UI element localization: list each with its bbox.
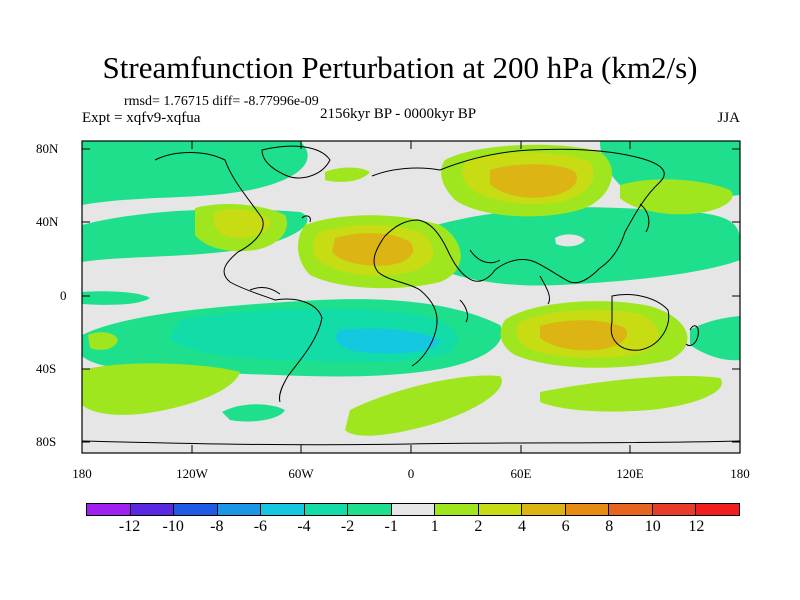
colorbar-swatch: [87, 504, 131, 515]
colorbar-label: -1: [384, 518, 398, 535]
colorbar-label: -4: [297, 518, 311, 535]
colorbar-swatch: [304, 504, 349, 515]
coastlines: [82, 145, 740, 446]
colorbar-swatch: [435, 504, 479, 515]
colorbar-swatch: [522, 504, 566, 515]
colorbar-swatch: [174, 504, 218, 515]
lon-label-120e: 120E: [616, 466, 644, 481]
lon-label-0: 0: [407, 466, 415, 481]
colorbar-label: 1: [430, 518, 439, 535]
lon-label-180e: 180: [730, 466, 750, 481]
colorbar-label: -12: [118, 518, 141, 535]
contour-neg-south-inner: [336, 328, 440, 354]
colorbar-label: 10: [644, 518, 661, 535]
contour-pos-pacific-north: [620, 179, 733, 215]
colorbar-label: 4: [518, 518, 526, 535]
contour-pos-eurasia-core: [490, 164, 577, 198]
colorbar-swatch: [217, 504, 262, 515]
map-title: Streamfunction Perturbation at 200 hPa (…: [102, 50, 698, 85]
colorbar-swatch: [391, 504, 436, 515]
colorbar-label: 2: [474, 518, 483, 535]
lon-label-60w: 60W: [288, 466, 314, 481]
contour-neg-arctic: [82, 141, 308, 205]
colorbar-swatch: [652, 504, 697, 515]
contour-neg-east: [690, 316, 740, 361]
lon-label-120w: 120W: [176, 466, 208, 481]
contour-pos-south-pacific: [88, 332, 118, 350]
colorbar: [86, 503, 740, 516]
lat-label-eq: 0: [60, 288, 67, 303]
contour-pos-namerica-core: [213, 209, 271, 238]
contour-pos-atlantic-core: [332, 233, 414, 266]
contour-field: [82, 141, 740, 453]
contour-pos-south-indian: [540, 375, 722, 412]
lon-label-60e: 60E: [510, 466, 532, 481]
colorbar-label: 6: [561, 518, 570, 535]
colorbar-swatch: [609, 504, 653, 515]
contour-pos-south-atlantic: [345, 375, 502, 436]
contour-pos-greenland: [325, 167, 370, 182]
stats-text: rmsd= 1.76715 diff= -8.77996e-09: [124, 94, 319, 109]
colorbar-swatch: [130, 504, 175, 515]
axis-ticks: [81, 141, 741, 453]
experiment-label: Expt = xqfv9-xqfua: [82, 110, 201, 126]
colorbar-label: 8: [605, 518, 614, 535]
colorbar-swatch: [696, 504, 739, 515]
colorbar-label: -8: [210, 518, 224, 535]
colorbar-label: -2: [340, 518, 355, 535]
lon-label-180w: 180: [72, 466, 92, 481]
lat-label-40s: 40S: [36, 361, 57, 376]
colorbar-swatch: [261, 504, 305, 515]
colorbar-label: -6: [253, 518, 268, 535]
contour-pos-indian-core: [540, 320, 627, 351]
contour-pos-hole: [555, 234, 585, 247]
lat-label-80s: 80S: [36, 434, 57, 449]
colorbar-label: 12: [688, 518, 705, 535]
colorbar-swatch: [565, 504, 610, 515]
season-label: JJA: [717, 110, 740, 126]
colorbar-swatch: [348, 504, 392, 515]
lat-label-80n: 80N: [36, 141, 59, 156]
period-label: 2156kyr BP - 0000kyr BP: [320, 106, 477, 122]
colorbar-swatch: [478, 504, 523, 515]
colorbar-label: -10: [162, 518, 184, 535]
contour-neg-antarctic-west: [222, 404, 285, 422]
lat-label-40n: 40N: [36, 214, 59, 229]
contour-pos-south-west: [82, 363, 240, 415]
contour-neg-equator-west: [82, 291, 150, 305]
